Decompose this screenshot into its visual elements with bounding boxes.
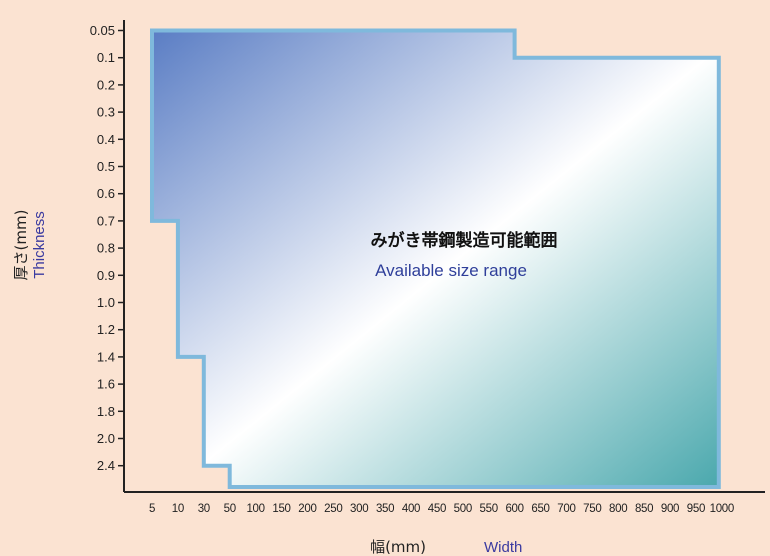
y-tick-label: 0.05 — [90, 23, 115, 38]
x-tick-label: 10 — [172, 503, 184, 515]
annotation-japanese: みがき帯鋼製造可能範囲 — [371, 230, 558, 251]
x-axis-label-english: Width — [484, 539, 522, 556]
x-tick-label: 600 — [505, 503, 523, 515]
y-tick-label: 1.4 — [97, 349, 115, 364]
x-tick-label: 250 — [324, 503, 342, 515]
y-tick-label: 0.3 — [97, 105, 115, 120]
x-tick-label: 850 — [635, 503, 653, 515]
x-tick-label: 150 — [272, 503, 290, 515]
x-tick-label: 350 — [376, 503, 394, 515]
x-tick-label: 650 — [531, 503, 549, 515]
y-tick-label: 0.4 — [97, 132, 115, 147]
x-tick-label: 100 — [246, 503, 264, 515]
x-tick-label: 800 — [609, 503, 627, 515]
y-tick-label: 0.2 — [97, 77, 115, 92]
annotation-english: Available size range — [375, 261, 527, 280]
x-tick-label: 550 — [480, 503, 498, 515]
x-tick-label: 900 — [661, 503, 679, 515]
x-tick-label: 450 — [428, 503, 446, 515]
x-tick-label: 1000 — [710, 503, 734, 515]
x-tick-label: 950 — [687, 503, 705, 515]
y-tick-label: 0.9 — [97, 268, 115, 283]
y-tick-label: 0.6 — [97, 186, 115, 201]
y-axis-label-english: Thickness — [31, 211, 48, 279]
x-tick-label: 30 — [198, 503, 210, 515]
x-tick-label: 750 — [583, 503, 601, 515]
y-tick-label: 2.0 — [97, 431, 115, 446]
y-tick-label: 1.2 — [97, 322, 115, 337]
y-axis-label-japanese: 厚さ(mm) — [12, 210, 30, 281]
y-tick-label: 0.7 — [97, 213, 115, 228]
x-tick-label: 400 — [402, 503, 420, 515]
y-tick-label: 1.6 — [97, 377, 115, 392]
x-axis-ticks: 5 10 30 50 100 150 200 250 300 350 400 450 500 550 600… — [149, 503, 734, 515]
x-tick-label: 50 — [224, 503, 236, 515]
y-tick-label: 1.0 — [97, 295, 115, 310]
y-tick-label: 0.1 — [97, 50, 115, 65]
x-axis-label-japanese: 幅(mm) — [370, 538, 426, 556]
x-tick-label: 5 — [149, 503, 155, 515]
x-tick-label: 700 — [557, 503, 575, 515]
y-tick-label: 0.8 — [97, 241, 115, 256]
x-tick-label: 300 — [350, 503, 368, 515]
x-tick-label: 200 — [298, 503, 316, 515]
x-tick-label: 500 — [454, 503, 472, 515]
y-tick-label: 2.4 — [97, 458, 115, 473]
available-size-region — [150, 28, 721, 489]
y-tick-label: 1.8 — [97, 404, 115, 419]
y-tick-label: 0.5 — [97, 159, 115, 174]
y-axis-ticks: 0.05 0.1 0.2 0.3 0.4 0.5 0.6 0.7 0.8 0.9 1.0 1.2 1.4… — [90, 23, 124, 473]
